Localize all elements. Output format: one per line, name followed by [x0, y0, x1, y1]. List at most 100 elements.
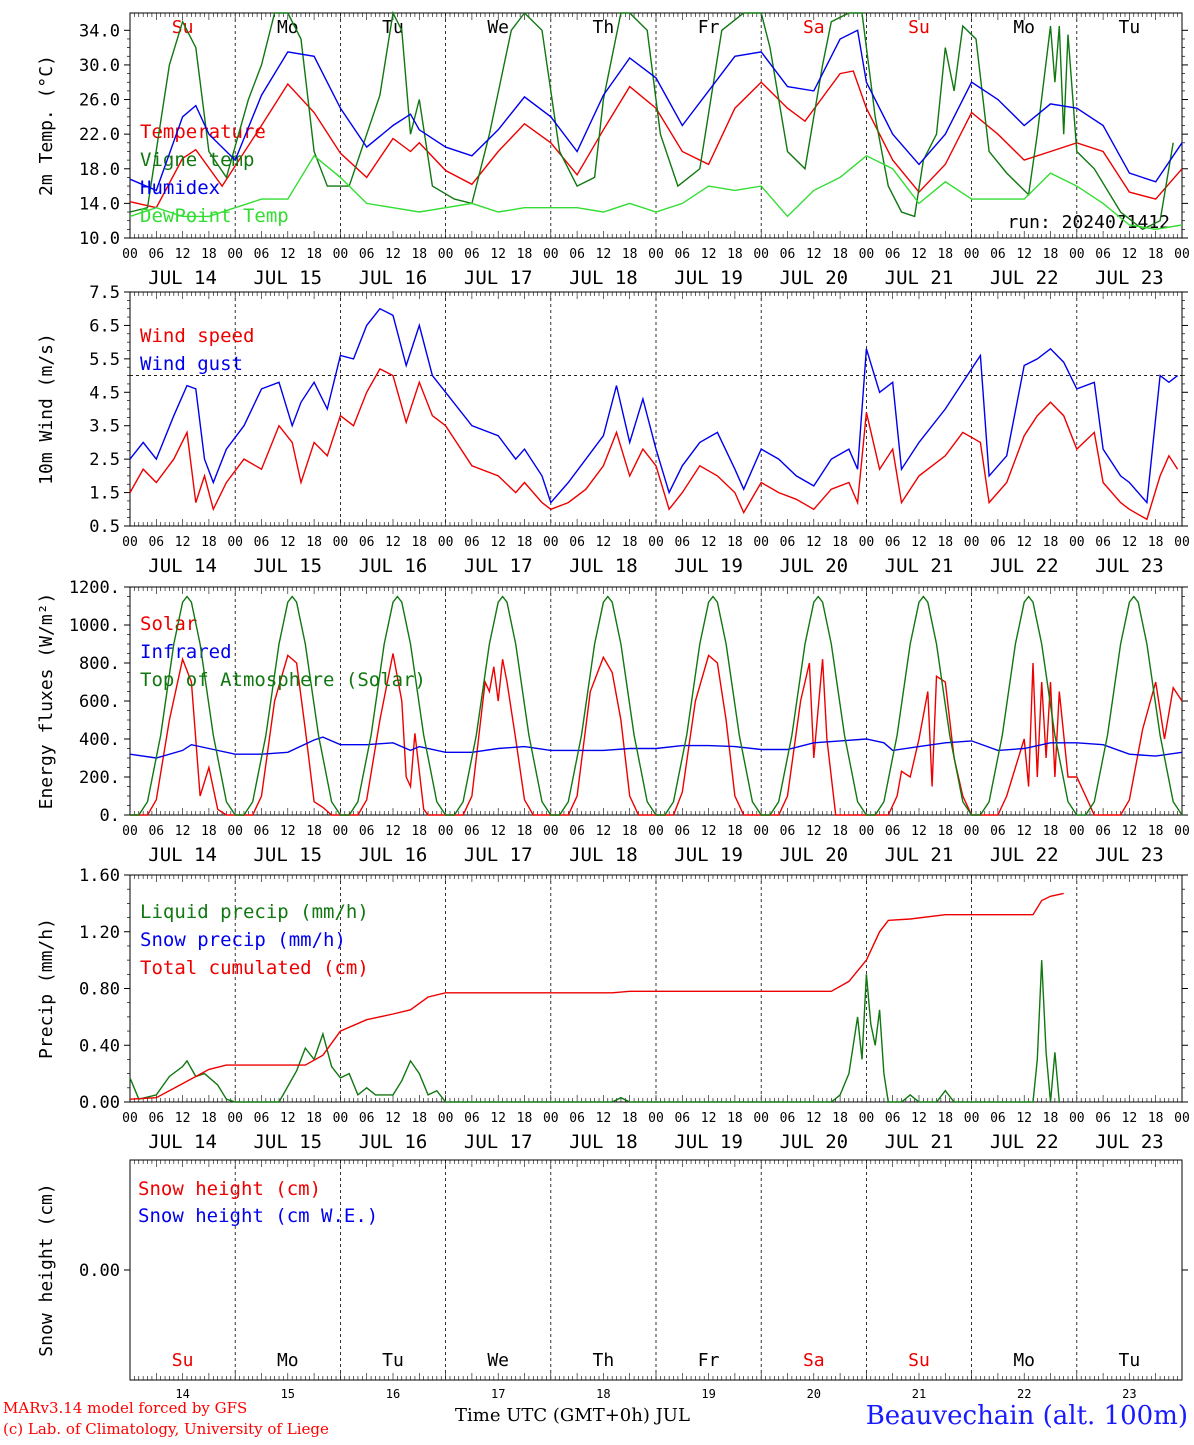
- day-label: JUL 19: [674, 1131, 743, 1153]
- day-label: JUL 20: [779, 555, 848, 577]
- y-tick-label: 0.00: [79, 1093, 120, 1113]
- hour-tick-label: 12: [1016, 247, 1032, 262]
- hour-tick-label: 06: [359, 535, 375, 550]
- hour-tick-label: 00: [753, 1111, 769, 1126]
- hour-tick-label: 06: [885, 535, 901, 550]
- day-label: JUL 15: [253, 1131, 322, 1153]
- series-line: [129, 10, 1174, 231]
- day-label: JUL 20: [779, 1131, 848, 1153]
- hour-tick-label: 18: [1043, 1111, 1059, 1126]
- day-label: JUL 17: [464, 1131, 533, 1153]
- hour-tick-label: 18: [1043, 247, 1059, 262]
- weekday-label-bottom: Sa: [803, 1350, 825, 1371]
- hour-tick-label: 18: [937, 1111, 953, 1126]
- day-label: JUL 18: [569, 555, 638, 577]
- day-label: JUL 22: [990, 1131, 1059, 1153]
- weekday-label-bottom: Th: [593, 1350, 615, 1371]
- weekday-label: Mo: [1013, 17, 1035, 38]
- day-label: JUL 23: [1095, 1131, 1164, 1153]
- hour-tick-label: 12: [1122, 247, 1138, 262]
- hour-tick-label: 00: [753, 824, 769, 839]
- hour-tick-label: 06: [254, 535, 270, 550]
- legend-entry: Snow height (cm W.E.): [138, 1205, 378, 1227]
- day-label: JUL 22: [990, 844, 1059, 866]
- day-label: JUL 22: [990, 267, 1059, 289]
- day-number-label: 22: [1017, 1387, 1031, 1401]
- hour-tick-label: 06: [359, 1111, 375, 1126]
- hour-tick-label: 18: [411, 1111, 427, 1126]
- hour-tick-label: 12: [385, 1111, 401, 1126]
- day-number-label: 16: [386, 1387, 400, 1401]
- hour-tick-label: 18: [832, 535, 848, 550]
- y-axis-label: Precip (mm/h): [36, 918, 57, 1059]
- hour-tick-label: 00: [438, 1111, 454, 1126]
- hour-tick-label: 18: [622, 1111, 638, 1126]
- weekday-label-bottom: Fr: [698, 1350, 720, 1371]
- y-tick-label: 0.5: [89, 517, 120, 537]
- hour-tick-label: 00: [438, 247, 454, 262]
- y-tick-label: 1.60: [79, 866, 120, 886]
- day-label: JUL 19: [674, 844, 743, 866]
- day-number-label: 18: [596, 1387, 610, 1401]
- day-label: JUL 14: [148, 1131, 217, 1153]
- hour-tick-label: 06: [1095, 824, 1111, 839]
- hour-tick-label: 12: [1122, 824, 1138, 839]
- hour-tick-label: 00: [227, 247, 243, 262]
- day-label: JUL 21: [885, 555, 954, 577]
- y-tick-label: 400.: [79, 730, 120, 750]
- day-number-label: 17: [491, 1387, 505, 1401]
- hour-tick-label: 00: [964, 247, 980, 262]
- y-axis-label: 10m Wind (m/s): [36, 333, 57, 485]
- weekday-label: Tu: [1119, 17, 1141, 38]
- hour-tick-label: 12: [490, 535, 506, 550]
- footer-copyright-text: (c) Lab. of Climatology, University of L…: [3, 1420, 329, 1438]
- weekday-label: Th: [593, 17, 615, 38]
- hour-tick-label: 12: [385, 247, 401, 262]
- hour-tick-label: 12: [385, 535, 401, 550]
- hour-tick-label: 12: [1122, 535, 1138, 550]
- y-tick-label: 22.0: [79, 125, 120, 145]
- y-tick-label: 0.00: [79, 1261, 120, 1281]
- hour-tick-label: 18: [517, 535, 533, 550]
- hour-tick-label: 06: [1095, 535, 1111, 550]
- y-tick-label: 0.40: [79, 1036, 120, 1056]
- hour-tick-label: 06: [148, 1111, 164, 1126]
- y-tick-label: 7.5: [89, 283, 120, 303]
- hour-tick-label: 12: [806, 1111, 822, 1126]
- day-label: JUL 21: [885, 267, 954, 289]
- weekday-label-bottom: Mo: [277, 1350, 299, 1371]
- hour-tick-label: 18: [1043, 824, 1059, 839]
- hour-tick-label: 00: [859, 247, 875, 262]
- hour-tick-label-end: 00: [1174, 247, 1190, 262]
- day-label: JUL 15: [253, 555, 322, 577]
- hour-tick-label: 06: [148, 535, 164, 550]
- y-tick-label: 2.5: [89, 450, 120, 470]
- weekday-label-bottom: We: [487, 1350, 509, 1371]
- legend-entry: Wind gust: [140, 353, 243, 375]
- day-label: JUL 15: [253, 267, 322, 289]
- hour-tick-label: 12: [911, 535, 927, 550]
- hour-tick-label: 00: [859, 535, 875, 550]
- hour-tick-label: 00: [543, 1111, 559, 1126]
- hour-tick-label: 06: [254, 1111, 270, 1126]
- day-label: JUL 17: [464, 555, 533, 577]
- hour-tick-label: 06: [148, 247, 164, 262]
- day-label: JUL 16: [359, 1131, 428, 1153]
- day-label: JUL 22: [990, 555, 1059, 577]
- hour-tick-label: 06: [569, 824, 585, 839]
- hour-tick-label: 18: [727, 1111, 743, 1126]
- legend-entry: Snow height (cm): [138, 1178, 321, 1200]
- hour-tick-label: 18: [517, 824, 533, 839]
- hour-tick-label: 18: [1148, 535, 1164, 550]
- hour-tick-label: 18: [832, 247, 848, 262]
- run-annotation: run: 2024071412: [1007, 212, 1170, 233]
- hour-tick-label: 00: [122, 824, 138, 839]
- hour-tick-label: 12: [175, 535, 191, 550]
- hour-tick-label: 06: [569, 535, 585, 550]
- y-tick-label: 6.5: [89, 316, 120, 336]
- hour-tick-label: 18: [201, 247, 217, 262]
- weekday-label: We: [487, 17, 509, 38]
- series-line: [130, 653, 1183, 816]
